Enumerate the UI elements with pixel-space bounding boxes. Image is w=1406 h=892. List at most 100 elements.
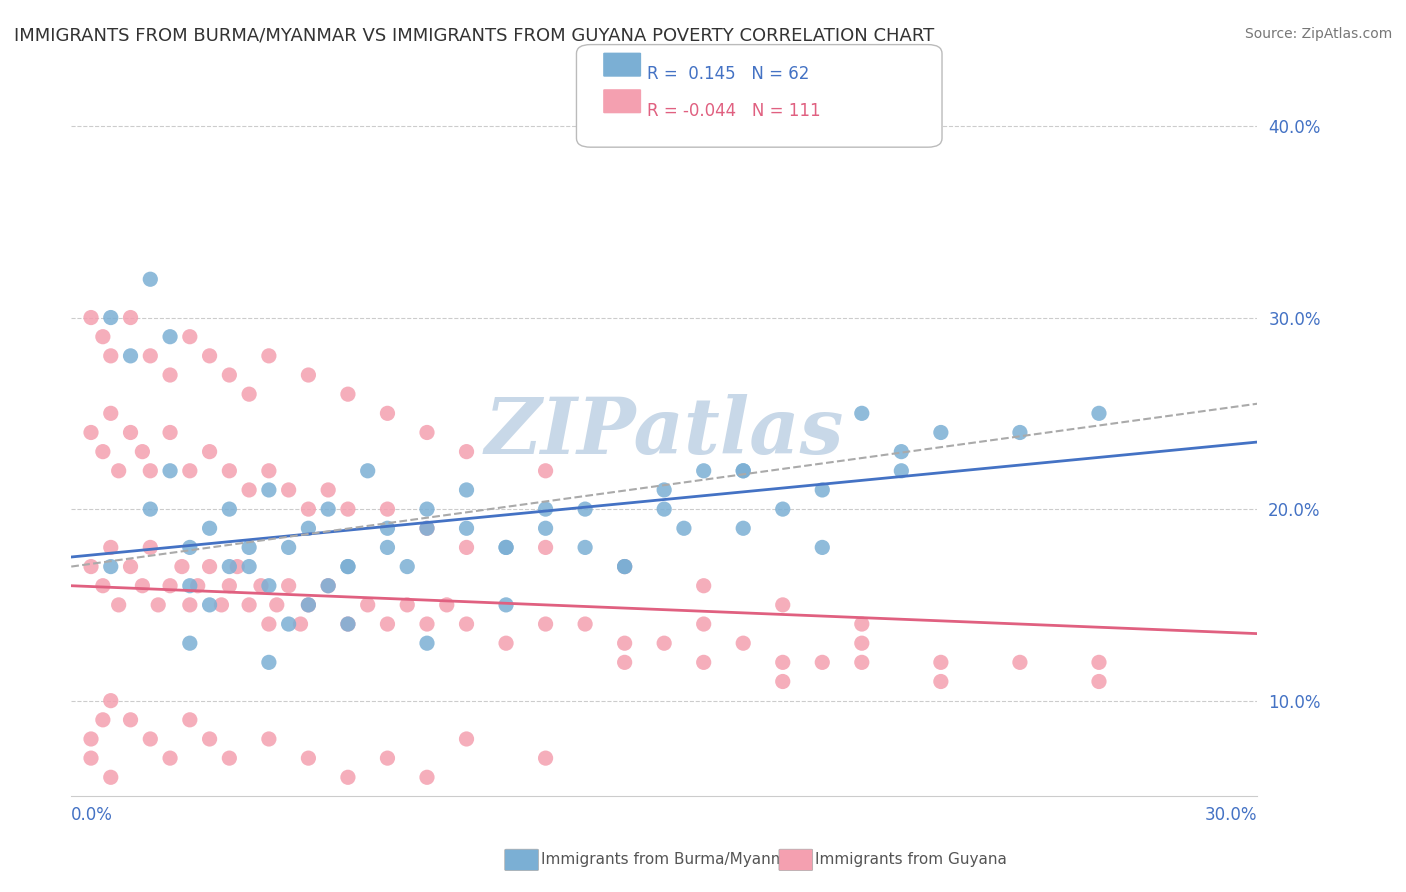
Point (336, 387, 359, 401)
Point (218, 751, 240, 765)
Point (80, 425, 103, 440)
Point (534, 617, 557, 632)
Point (456, 731, 478, 746)
Point (613, 559, 636, 574)
Point (257, 349, 280, 363)
Point (652, 483, 675, 497)
Point (198, 349, 221, 363)
Point (416, 521, 439, 535)
Point (811, 656, 834, 670)
Point (316, 502, 339, 516)
Point (297, 521, 319, 535)
Point (316, 483, 339, 497)
Point (851, 617, 873, 632)
Point (336, 617, 359, 632)
Point (357, 598, 380, 612)
Point (218, 502, 240, 516)
Point (772, 598, 794, 612)
Point (534, 502, 557, 516)
Point (170, 559, 193, 574)
Point (456, 444, 478, 458)
Point (107, 598, 129, 612)
Point (534, 541, 557, 555)
Point (139, 502, 162, 516)
Point (100, 406, 122, 420)
Point (456, 541, 478, 555)
Point (733, 521, 755, 535)
Point (534, 521, 557, 535)
Point (179, 329, 201, 343)
Point (336, 559, 359, 574)
Point (218, 368, 240, 382)
Point (772, 502, 794, 516)
Text: Immigrants from Burma/Myanmar: Immigrants from Burma/Myanmar (541, 853, 801, 867)
Point (238, 483, 260, 497)
Point (297, 598, 319, 612)
Point (120, 713, 142, 727)
Point (811, 483, 834, 497)
Point (159, 579, 181, 593)
Point (257, 656, 280, 670)
Point (139, 349, 162, 363)
Point (159, 425, 181, 440)
Point (495, 598, 517, 612)
Point (238, 541, 260, 555)
Point (1008, 656, 1031, 670)
Point (266, 598, 288, 612)
Point (179, 579, 201, 593)
Point (80, 751, 103, 765)
Point (139, 464, 162, 478)
Point (179, 598, 201, 612)
Point (257, 731, 280, 746)
Point (1088, 406, 1111, 420)
Point (416, 502, 439, 516)
Point (198, 444, 221, 458)
Point (613, 636, 636, 650)
Point (91, 444, 114, 458)
Point (613, 656, 636, 670)
Point (377, 751, 399, 765)
Point (316, 579, 339, 593)
Point (416, 636, 439, 650)
Point (733, 464, 755, 478)
Point (179, 713, 201, 727)
Point (456, 521, 478, 535)
Point (198, 521, 221, 535)
Point (218, 559, 240, 574)
Point (139, 272, 162, 286)
Point (396, 598, 419, 612)
Point (929, 656, 952, 670)
Point (772, 656, 794, 670)
Point (80, 731, 103, 746)
Point (1088, 656, 1111, 670)
Point (1088, 674, 1111, 689)
Point (377, 406, 399, 420)
Point (107, 464, 129, 478)
Point (257, 617, 280, 632)
Point (139, 541, 162, 555)
Point (890, 444, 912, 458)
Point (613, 559, 636, 574)
Text: 0.0%: 0.0% (72, 806, 112, 824)
Point (148, 598, 170, 612)
Point (218, 579, 240, 593)
Point (495, 541, 517, 555)
Point (290, 617, 312, 632)
Point (100, 559, 122, 574)
Text: R = -0.044   N = 111: R = -0.044 N = 111 (647, 102, 820, 120)
Point (692, 617, 714, 632)
Point (851, 406, 873, 420)
Point (277, 617, 299, 632)
Text: Source: ZipAtlas.com: Source: ZipAtlas.com (1244, 27, 1392, 41)
Point (179, 464, 201, 478)
Point (277, 483, 299, 497)
Text: 30.0%: 30.0% (1205, 806, 1257, 824)
Point (574, 617, 596, 632)
Point (238, 598, 260, 612)
Point (226, 559, 249, 574)
Point (159, 751, 181, 765)
Point (336, 502, 359, 516)
Point (257, 483, 280, 497)
Point (672, 521, 695, 535)
Point (733, 464, 755, 478)
